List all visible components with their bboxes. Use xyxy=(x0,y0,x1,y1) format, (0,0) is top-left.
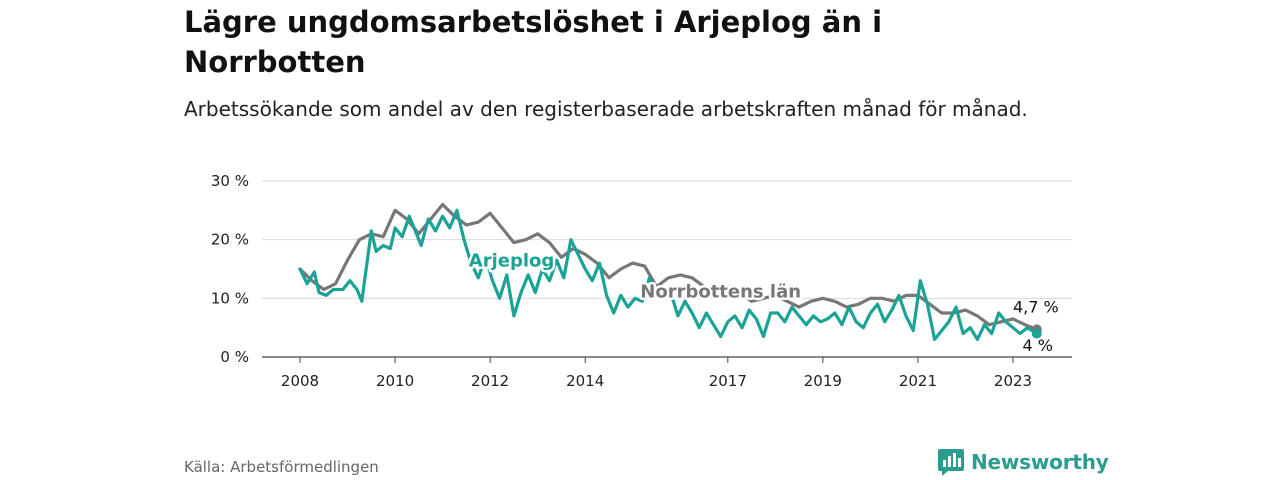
x-tick-label: 2017 xyxy=(709,372,747,390)
series-line-arjeplog xyxy=(298,208,1039,341)
chart-subtitle: Arbetssökande som andel av den registerb… xyxy=(184,97,1028,121)
end-value-label-norrbottens-l-n: 4,7 % xyxy=(1013,297,1059,316)
brand-name: Newsworthy xyxy=(971,450,1109,474)
end-point-arjeplog xyxy=(1031,328,1042,339)
x-tick-label: 2008 xyxy=(281,372,319,390)
y-tick-label: 30 % xyxy=(211,172,249,190)
newsworthy-logo-icon xyxy=(938,449,964,476)
series-line-norrbottens-l-n xyxy=(298,202,1039,331)
series-label-norrbottens-l-n: Norrbottens län xyxy=(640,282,801,303)
brand-logo: Newsworthy xyxy=(937,447,1109,477)
series-label-arjeplog: Arjeplog xyxy=(469,251,555,272)
x-tick-label: 2019 xyxy=(804,372,842,390)
x-tick-label: 2012 xyxy=(471,372,509,390)
y-tick-label: 10 % xyxy=(211,289,249,307)
end-value-label-arjeplog: 4 % xyxy=(1023,336,1053,355)
y-tick-label: 0 % xyxy=(220,348,249,366)
x-tick-label: 2021 xyxy=(899,372,937,390)
y-tick-label: 20 % xyxy=(211,231,249,249)
chart-title: Lägre ungdomsarbetslöshet i Arjeplog än … xyxy=(184,5,883,79)
x-tick-label: 2014 xyxy=(566,372,604,390)
source-note: Källa: Arbetsförmedlingen xyxy=(184,458,379,476)
x-tick-label: 2010 xyxy=(376,372,414,390)
x-tick-label: 2023 xyxy=(994,372,1032,390)
